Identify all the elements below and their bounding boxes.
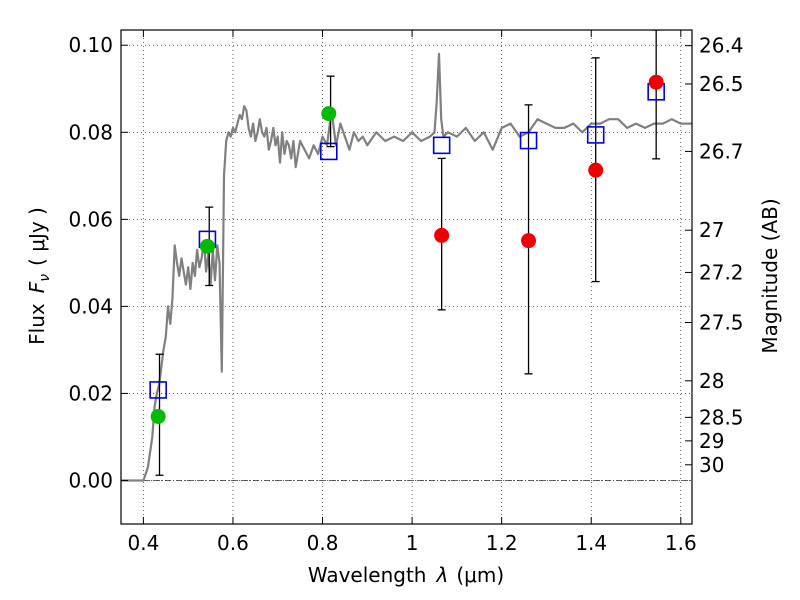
y-tick-label: 0.02 [68, 381, 113, 405]
magnitude-tick-label: 29 [699, 429, 724, 453]
y-axis-ticks: 0.00 0.02 0.04 0.06 0.08 0.10 [68, 33, 128, 492]
plot-frame [120, 29, 693, 525]
model-band-square [319, 142, 338, 161]
y-tick-label: 0.06 [68, 207, 113, 231]
y-tick-label: 0.08 [68, 120, 113, 144]
magnitude-tick-label: 27 [699, 218, 724, 242]
x-tick-label: 1 [406, 531, 419, 555]
x-tick-label: 0.6 [217, 531, 249, 555]
x-axis-label-unit: (μm) [456, 563, 504, 587]
model-band-square [149, 381, 167, 399]
red-photometry-point [521, 233, 537, 249]
x-tick-label: 1.2 [486, 531, 518, 555]
magnitude-tick-label: 27.5 [699, 310, 744, 334]
magnitude-axis-label: Magnitude (AB) [758, 198, 782, 353]
y-axis-label-unit: ( μJy ) [25, 207, 49, 266]
x-axis-label-symbol: λ [436, 563, 449, 587]
green-photometry-point [199, 238, 215, 254]
x-axis-ticks: 0.4 0.6 0.8 1 1.2 1.4 1.6 [127, 30, 697, 555]
red-photometry-point [648, 74, 664, 90]
red-photometry-point [588, 162, 604, 178]
red-photometry-point [434, 227, 450, 243]
model-spectrum-line [121, 52, 692, 482]
error-bar [652, 30, 661, 160]
model-band-square [586, 126, 605, 144]
y-tick-label: 0.10 [68, 33, 113, 57]
green-photometry-point [150, 408, 166, 424]
magnitude-tick-label: 26.5 [699, 72, 744, 96]
y-axis-label-symbol: F [25, 281, 49, 293]
green-photometry-point [321, 106, 337, 122]
plot-area [121, 30, 692, 482]
y-axis-label-text: Flux [25, 303, 49, 345]
x-tick-label: 1.4 [575, 531, 607, 555]
x-axis-label-text: Wavelength [308, 563, 427, 587]
magnitude-tick-label: 30 [699, 453, 724, 477]
x-axis-label: Wavelength λ (μm) [308, 563, 504, 587]
y-tick-label: 0.04 [68, 294, 113, 318]
x-tick-label: 1.6 [665, 531, 697, 555]
magnitude-tick-label: 27.2 [699, 260, 744, 284]
magnitude-tick-label: 28 [699, 369, 724, 393]
model-band-square [432, 136, 451, 155]
magnitude-tick-label: 26.4 [699, 34, 744, 58]
x-tick-label: 0.4 [127, 531, 159, 555]
magnitude-tick-label: 28.5 [699, 405, 744, 429]
y-tick-label: 0.00 [68, 468, 113, 492]
photometry-points [150, 74, 664, 424]
x-tick-label: 0.8 [307, 531, 339, 555]
model-band-square [519, 131, 538, 150]
magnitude-tick-label: 26.7 [699, 139, 744, 163]
y-axis-label-subscript: ν [37, 274, 53, 282]
y-axis-label: Flux Fν ( μJy ) [25, 207, 53, 345]
